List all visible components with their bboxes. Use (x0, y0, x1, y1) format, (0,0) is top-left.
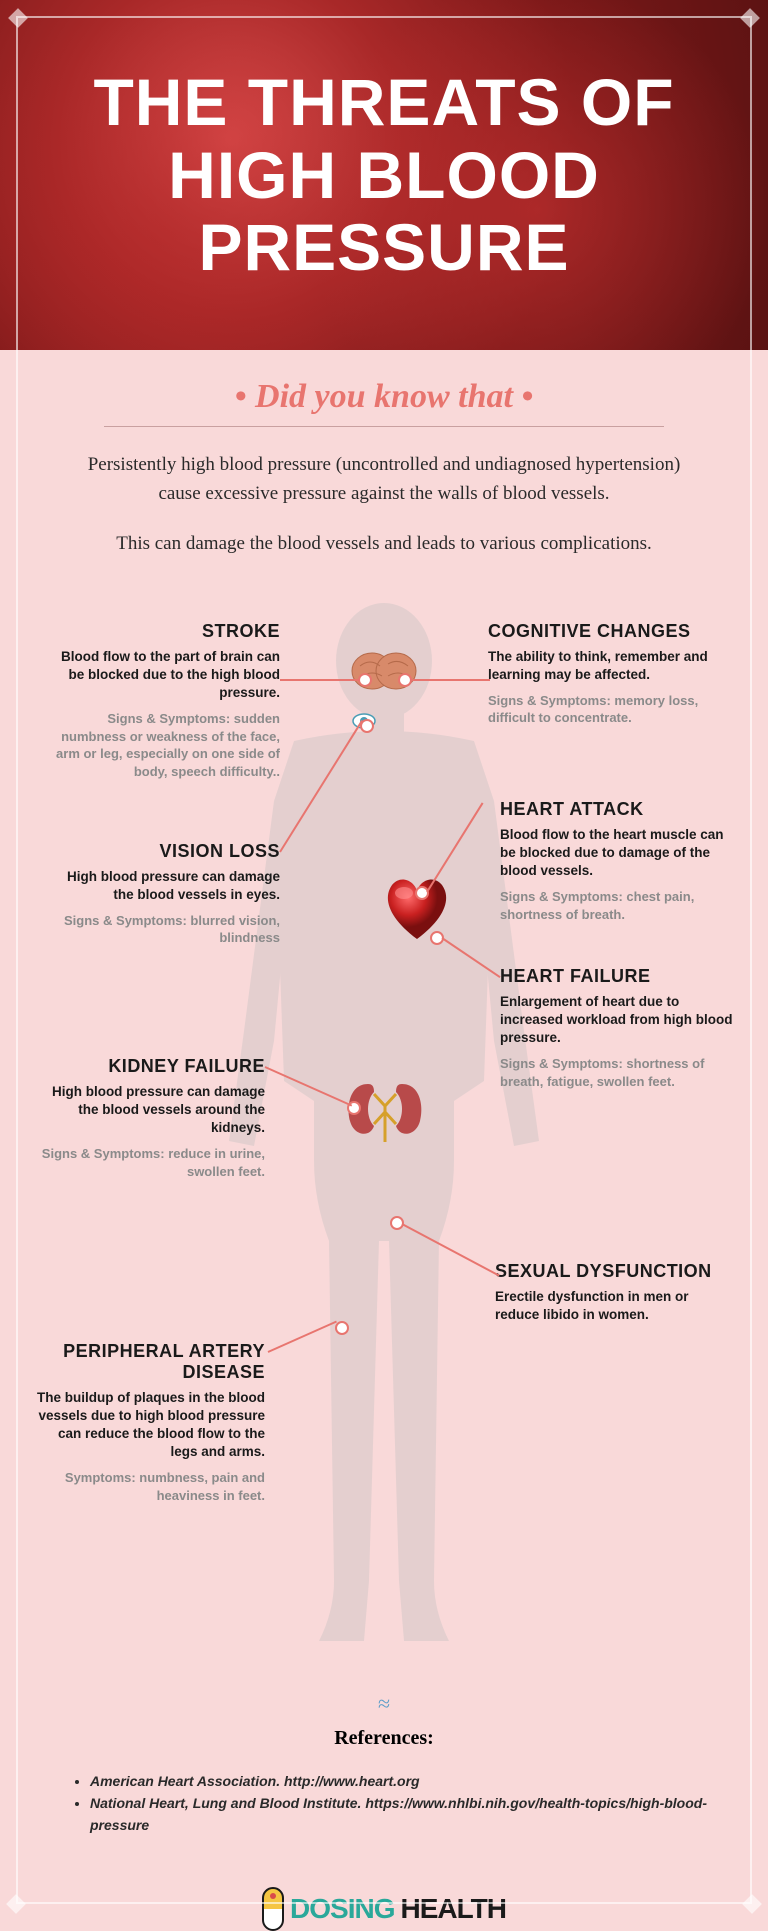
intro-text: Persistently high blood pressure (uncont… (0, 427, 768, 591)
references-heading: References: (60, 1727, 708, 1750)
pill-icon (262, 1887, 284, 1931)
reference-item: National Heart, Lung and Blood Institute… (90, 1792, 708, 1837)
reference-item: American Heart Association. http://www.h… (90, 1770, 708, 1792)
callout-desc: High blood pressure can damage the blood… (45, 868, 280, 904)
body-diagram: STROKE Blood flow to the part of brain ca… (0, 601, 768, 1681)
leader-stroke (280, 679, 360, 681)
callout-desc: Blood flow to the heart muscle can be bl… (500, 826, 735, 881)
callout-heart-attack: HEART ATTACK Blood flow to the heart musc… (500, 799, 735, 924)
callout-desc: Enlargement of heart due to increased wo… (500, 993, 735, 1048)
callout-cognitive: COGNITIVE CHANGES The ability to think, r… (488, 621, 723, 728)
callout-symptoms: Signs & Symptoms: memory loss, difficult… (488, 692, 723, 727)
callout-symptoms: Signs & Symptoms: sudden numbness or wea… (45, 710, 280, 780)
callout-title: VISION LOSS (45, 841, 280, 862)
callout-title: COGNITIVE CHANGES (488, 621, 723, 642)
subtitle: • Did you know that • (0, 378, 768, 416)
brain-icon (350, 646, 418, 696)
marker-pad (335, 1321, 349, 1335)
callout-title: HEART ATTACK (500, 799, 735, 820)
callout-heart-failure: HEART FAILURE Enlargement of heart due to… (500, 966, 735, 1091)
callout-pad: PERIPHERAL ARTERY DISEASE The buildup of … (30, 1341, 265, 1505)
callout-desc: The ability to think, remember and learn… (488, 648, 723, 684)
callout-symptoms: Signs & Symptoms: blurred vision, blindn… (45, 912, 280, 947)
callout-title: KIDNEY FAILURE (30, 1056, 265, 1077)
callout-desc: High blood pressure can damage the blood… (30, 1083, 265, 1138)
header-banner: THE THREATS OF HIGH BLOOD PRESSURE (0, 0, 768, 350)
callout-kidney: KIDNEY FAILURE High blood pressure can da… (30, 1056, 265, 1181)
callout-title: PERIPHERAL ARTERY DISEASE (30, 1341, 265, 1383)
callout-title: HEART FAILURE (500, 966, 735, 987)
callout-title: SEXUAL DYSFUNCTION (495, 1261, 730, 1282)
callout-desc: Blood flow to the part of brain can be b… (45, 648, 280, 703)
references-list: American Heart Association. http://www.h… (60, 1770, 708, 1837)
main-title: THE THREATS OF HIGH BLOOD PRESSURE (60, 66, 708, 284)
intro-p1: Persistently high blood pressure (uncont… (70, 451, 698, 508)
callout-symptoms: Signs & Symptoms: reduce in urine, swoll… (30, 1145, 265, 1180)
leader-cognitive (410, 679, 490, 681)
wave-divider-icon: ≈ (0, 1691, 768, 1717)
references-section: References: American Heart Association. … (0, 1717, 768, 1857)
callout-desc: The buildup of plaques in the blood vess… (30, 1389, 265, 1462)
callout-vision: VISION LOSS High blood pressure can damag… (45, 841, 280, 948)
callout-stroke: STROKE Blood flow to the part of brain ca… (45, 621, 280, 781)
callout-title: STROKE (45, 621, 280, 642)
marker-stroke (358, 673, 372, 687)
callout-symptoms: Symptoms: numbness, pain and heaviness i… (30, 1469, 265, 1504)
heart-icon (380, 871, 455, 946)
brand-logo: DOSINGHEALTH (0, 1887, 768, 1931)
callout-sexual: SEXUAL DYSFUNCTION Erectile dysfunction i… (495, 1261, 730, 1332)
callout-symptoms: Signs & Symptoms: shortness of breath, f… (500, 1055, 735, 1090)
intro-p2: This can damage the blood vessels and le… (70, 530, 698, 559)
callout-desc: Erectile dysfunction in men or reduce li… (495, 1288, 730, 1324)
callout-symptoms: Signs & Symptoms: chest pain, shortness … (500, 888, 735, 923)
